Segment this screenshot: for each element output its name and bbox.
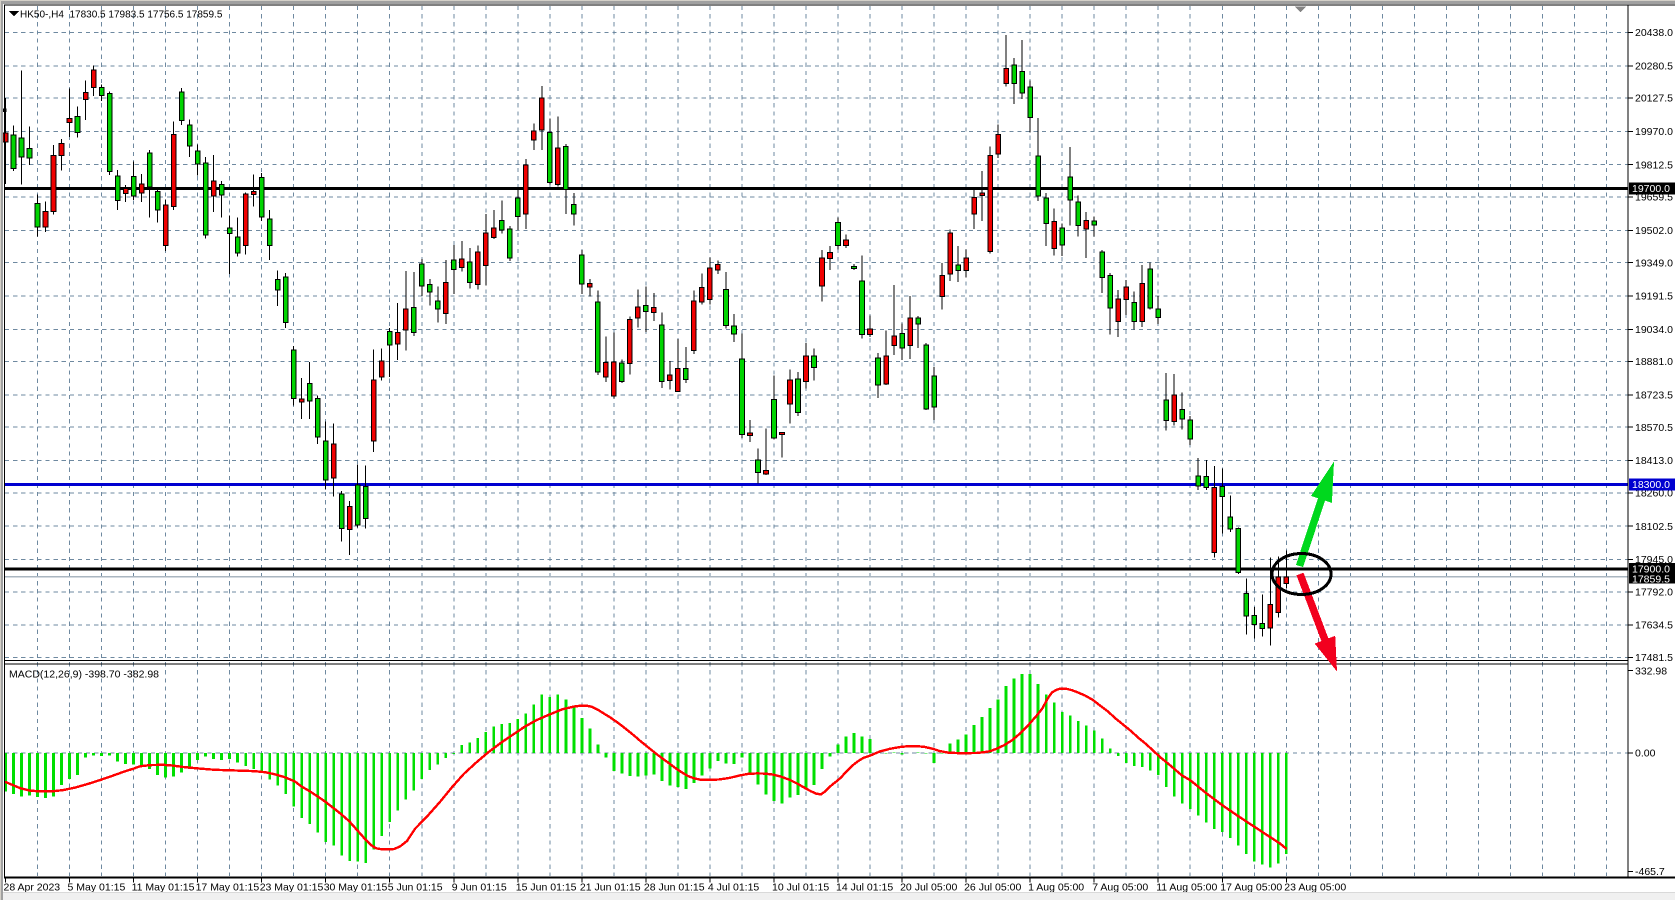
svg-text:19191.5: 19191.5 — [1635, 291, 1673, 303]
svg-text:4 Jul 01:15: 4 Jul 01:15 — [708, 882, 760, 894]
svg-text:23 Aug 05:00: 23 Aug 05:00 — [1284, 882, 1346, 894]
svg-text:20 Jul 05:00: 20 Jul 05:00 — [900, 882, 957, 894]
svg-text:20127.5: 20127.5 — [1635, 93, 1673, 105]
svg-text:23 May 01:15: 23 May 01:15 — [260, 882, 324, 894]
svg-text:17859.5: 17859.5 — [1632, 574, 1670, 586]
svg-text:-465.7: -465.7 — [1635, 866, 1665, 878]
svg-text:9 Jun 01:15: 9 Jun 01:15 — [452, 882, 507, 894]
svg-text:18300.0: 18300.0 — [1632, 479, 1670, 491]
svg-text:11 May 01:15: 11 May 01:15 — [132, 882, 195, 894]
svg-text:19659.5: 19659.5 — [1635, 192, 1673, 204]
svg-text:17900.0: 17900.0 — [1632, 564, 1670, 576]
svg-text:18413.0: 18413.0 — [1635, 455, 1673, 467]
svg-text:15 Jun 01:15: 15 Jun 01:15 — [516, 882, 577, 894]
svg-text:17 Aug 05:00: 17 Aug 05:00 — [1220, 882, 1282, 894]
svg-text:17481.5: 17481.5 — [1635, 652, 1673, 664]
svg-text:17 May 01:15: 17 May 01:15 — [196, 882, 260, 894]
svg-text:18723.5: 18723.5 — [1635, 390, 1673, 402]
svg-text:17634.5: 17634.5 — [1635, 620, 1673, 632]
svg-text:19700.0: 19700.0 — [1632, 183, 1670, 195]
svg-text:19812.5: 19812.5 — [1635, 159, 1673, 171]
svg-text:18570.5: 18570.5 — [1635, 422, 1673, 434]
svg-text:19034.0: 19034.0 — [1635, 324, 1673, 336]
svg-text:11 Aug 05:00: 11 Aug 05:00 — [1156, 882, 1217, 894]
svg-text:28 Apr 2023: 28 Apr 2023 — [4, 882, 61, 894]
svg-text:19349.0: 19349.0 — [1635, 257, 1673, 269]
svg-text:28 Jun 01:15: 28 Jun 01:15 — [644, 882, 705, 894]
svg-text:332.98: 332.98 — [1635, 665, 1667, 677]
svg-text:18260.0: 18260.0 — [1635, 488, 1673, 500]
svg-text:21 Jun 01:15: 21 Jun 01:15 — [580, 882, 641, 894]
svg-text:26 Jul 05:00: 26 Jul 05:00 — [964, 882, 1021, 894]
svg-text:30 May 01:15: 30 May 01:15 — [324, 882, 388, 894]
svg-text:18102.5: 18102.5 — [1635, 521, 1673, 533]
svg-text:HK50-,H4 17830.5 17983.5 1775: HK50-,H4 17830.5 17983.5 17756.5 17859.5 — [20, 10, 223, 21]
svg-text:0.00: 0.00 — [1635, 748, 1656, 760]
svg-text:10 Jul 01:15: 10 Jul 01:15 — [772, 882, 829, 894]
svg-text:7 Aug 05:00: 7 Aug 05:00 — [1092, 882, 1148, 894]
svg-text:19502.0: 19502.0 — [1635, 225, 1673, 237]
svg-text:5 Jun 01:15: 5 Jun 01:15 — [388, 882, 443, 894]
svg-text:20438.0: 20438.0 — [1635, 27, 1673, 39]
svg-text:20280.5: 20280.5 — [1635, 60, 1673, 72]
svg-text:17792.0: 17792.0 — [1635, 586, 1673, 598]
svg-text:18881.0: 18881.0 — [1635, 356, 1673, 368]
svg-text:MACD(12,26,9) -398.70 -382.98: MACD(12,26,9) -398.70 -382.98 — [9, 669, 159, 681]
svg-text:14 Jul 01:15: 14 Jul 01:15 — [836, 882, 893, 894]
svg-text:5 May 01:15: 5 May 01:15 — [68, 882, 126, 894]
svg-text:19970.0: 19970.0 — [1635, 126, 1673, 138]
svg-text:1 Aug 05:00: 1 Aug 05:00 — [1028, 882, 1084, 894]
